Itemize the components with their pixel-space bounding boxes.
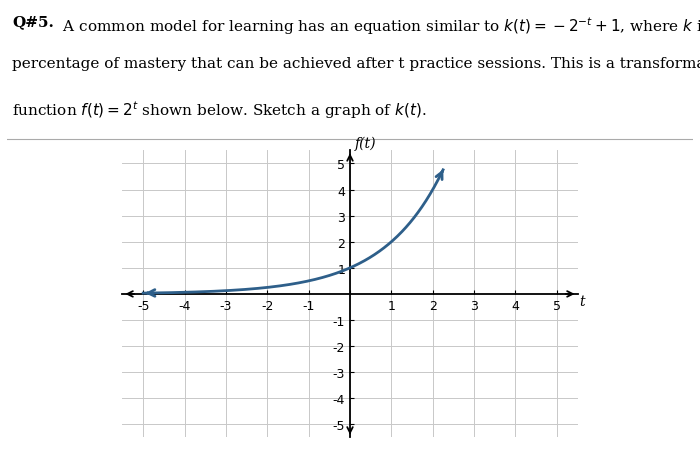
Text: Q#5.: Q#5. [13, 15, 55, 29]
Text: percentage of mastery that can be achieved after t practice sessions. This is a : percentage of mastery that can be achiev… [13, 57, 700, 71]
Text: A common model for learning has an equation similar to $k(t) = -2^{-t} + 1$, whe: A common model for learning has an equat… [58, 15, 700, 37]
Text: t: t [580, 295, 585, 308]
Text: function $f(t) = 2^t$ shown below. Sketch a graph of $k(t)$.: function $f(t) = 2^t$ shown below. Sketc… [13, 99, 427, 120]
Text: f(t): f(t) [355, 137, 377, 151]
